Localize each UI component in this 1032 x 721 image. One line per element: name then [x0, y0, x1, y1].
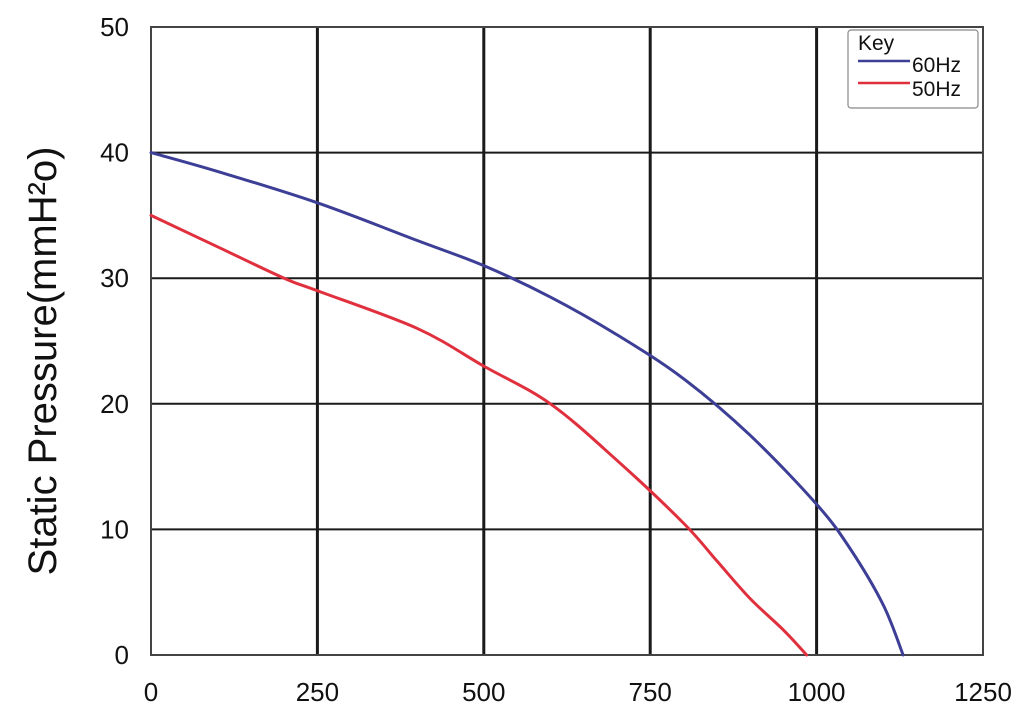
y-tick-label: 20	[100, 389, 129, 419]
series-lines	[149, 151, 905, 657]
legend-label-60hz: 60Hz	[912, 54, 961, 77]
y-tick-labels: 0 10 20 30 40 50	[100, 12, 129, 670]
plot-area-border	[150, 26, 984, 656]
series-line-60hz	[149, 151, 905, 657]
x-tick-label: 1000	[788, 677, 846, 707]
x-tick-label: 750	[629, 677, 672, 707]
y-tick-label: 30	[100, 263, 129, 293]
grid	[151, 27, 983, 655]
y-axis-label: Static Pressure(mmH²o)	[21, 147, 65, 576]
legend-box	[847, 29, 979, 109]
x-tick-label: 500	[462, 677, 505, 707]
x-tick-label: 1250	[954, 677, 1012, 707]
x-tick-labels: 0 250 500 750 1000 1250	[144, 677, 1012, 707]
x-tick-label: 250	[296, 677, 339, 707]
y-tick-label: 40	[100, 138, 129, 168]
x-tick-label: 0	[144, 677, 158, 707]
legend-label-50hz: 50Hz	[912, 78, 961, 101]
series-line-50hz	[149, 213, 809, 657]
y-tick-label: 50	[100, 12, 129, 42]
y-tick-label: 0	[115, 640, 129, 670]
y-tick-label: 10	[100, 514, 129, 544]
legend-title: Key	[858, 32, 895, 55]
